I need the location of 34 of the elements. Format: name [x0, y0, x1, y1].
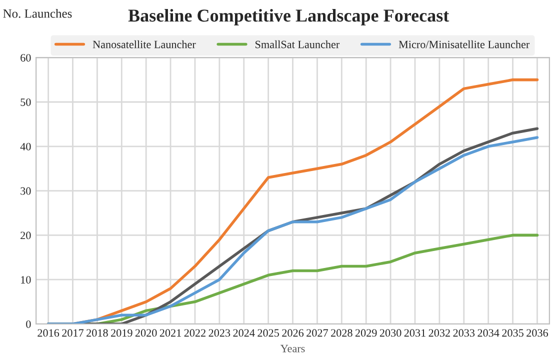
- x-tick-label: 2018: [86, 329, 108, 337]
- y-tick-label: 40: [20, 142, 31, 150]
- x-tick-label: 2026: [282, 329, 304, 337]
- x-tick-label: 2016: [38, 329, 60, 337]
- x-tick-label: 2032: [428, 329, 450, 337]
- y-tick-label: 30: [20, 187, 31, 195]
- y-tick-label: 20: [20, 232, 31, 240]
- x-tick-label: 2025: [258, 329, 279, 337]
- x-tick-label: 2019: [111, 329, 132, 337]
- y-tick-label: 10: [21, 276, 31, 284]
- x-tick-label: 2030: [380, 329, 402, 337]
- x-tick-label: 2024: [233, 329, 255, 337]
- legend-label: Micro/Minisatellite Launcher: [398, 40, 530, 48]
- x-tick-label: 2029: [355, 329, 377, 337]
- x-tick-label: 2020: [135, 329, 157, 337]
- x-tick-label: 2022: [184, 329, 206, 337]
- x-tick-label: 2034: [478, 329, 500, 337]
- chart-title: Baseline Competitive Landscape Forecast: [128, 9, 450, 26]
- x-tick-label: 2017: [62, 329, 84, 337]
- x-tick-label: 2028: [331, 329, 352, 337]
- x-tick-label: 2023: [208, 329, 230, 337]
- y-tick-label: 50: [20, 98, 31, 106]
- y-tick-label: 60: [20, 54, 31, 62]
- legend-label: Nanosatellite Launcher: [92, 40, 196, 48]
- x-tick-label: 2035: [502, 329, 524, 337]
- y-axis-title: No. Launches: [3, 9, 72, 18]
- x-tick-label: 2033: [453, 329, 475, 337]
- y-tick-label: 0: [26, 320, 31, 328]
- x-tick-label: 2027: [306, 329, 328, 337]
- x-axis-title: Years: [280, 344, 305, 352]
- x-tick-label: 2021: [160, 329, 181, 337]
- x-tick-label: 2036: [526, 329, 548, 337]
- x-tick-label: 2031: [404, 329, 426, 337]
- legend-label: SmallSat Launcher: [256, 40, 340, 48]
